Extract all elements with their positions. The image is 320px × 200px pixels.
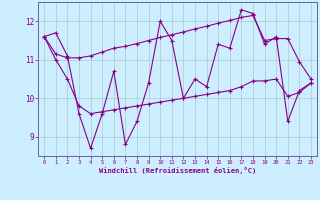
X-axis label: Windchill (Refroidissement éolien,°C): Windchill (Refroidissement éolien,°C) — [99, 167, 256, 174]
